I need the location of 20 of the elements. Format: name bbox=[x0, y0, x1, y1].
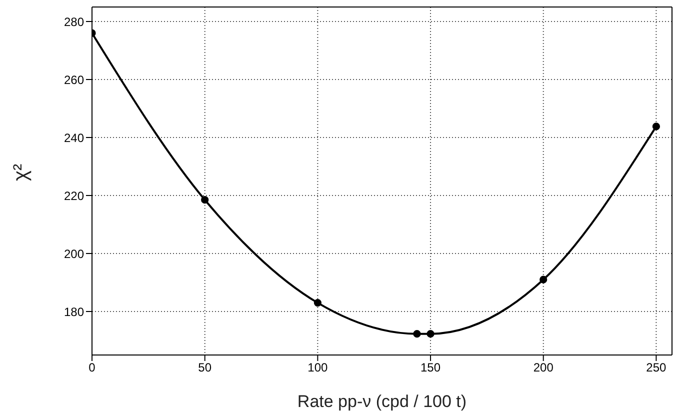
point bbox=[652, 122, 660, 130]
y-axis-title: χ² bbox=[10, 164, 32, 181]
y-tick-label: 260 bbox=[64, 72, 84, 87]
y-tick-label: 240 bbox=[64, 130, 84, 145]
x-tick-label: 100 bbox=[308, 360, 328, 375]
y-tick-label: 280 bbox=[64, 14, 84, 29]
x-tick-label: 150 bbox=[420, 360, 441, 375]
point bbox=[540, 276, 548, 284]
x-tick-label: 0 bbox=[88, 360, 96, 375]
x-tick-label: 200 bbox=[533, 360, 554, 375]
x-axis-title: Rate pp-ν (cpd / 100 t) bbox=[297, 392, 467, 411]
point bbox=[413, 330, 421, 338]
y-tick-label: 200 bbox=[64, 246, 84, 261]
y-tick-label: 220 bbox=[64, 188, 84, 203]
x-tick-label: 50 bbox=[198, 360, 212, 375]
y-tick-label: 180 bbox=[64, 304, 84, 319]
point bbox=[201, 196, 209, 204]
point bbox=[314, 299, 322, 307]
point bbox=[426, 330, 434, 338]
x-tick-label: 250 bbox=[646, 360, 667, 375]
